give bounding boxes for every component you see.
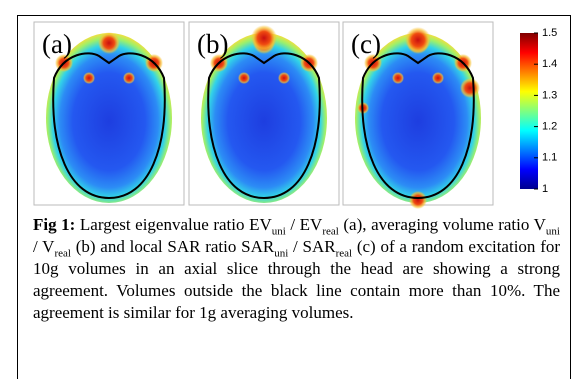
colorbar-tick-label: 1 (542, 183, 548, 195)
caption-text: / SAR (288, 237, 335, 256)
caption: Fig 1: Largest eigenvalue ratio EVuni / … (33, 214, 560, 324)
colorbar-tick-label: 1.1 (542, 152, 557, 164)
caption-text: / EV (286, 215, 323, 234)
caption-subscript: uni (274, 247, 288, 259)
colorbar-tick-label: 1.5 (542, 27, 557, 39)
hotspot (432, 72, 444, 84)
caption-subscript: uni (272, 225, 286, 237)
hotspot (98, 32, 120, 54)
colorbar-tick-label: 1.3 (542, 89, 557, 101)
hotspot (83, 72, 95, 84)
hotspot (278, 72, 290, 84)
hotspot (238, 72, 250, 84)
caption-subscript: real (336, 247, 352, 259)
hotspot (251, 25, 277, 51)
caption-text: (b) and local SAR ratio SAR (71, 237, 274, 256)
hotspot (123, 72, 135, 84)
hotspot (405, 27, 431, 53)
hotspot (460, 78, 480, 98)
panel-label: (c) (351, 29, 381, 59)
page: (a) (b) (c) 1.5 1.4 1.3 1.2 1.1 1 Fig 1: Larges… (0, 0, 584, 379)
caption-subscript: uni (546, 225, 560, 237)
figure-images: (a) (b) (c) 1.5 1.4 1.3 1.2 1.1 1 (0, 0, 584, 212)
caption-subscript: real (322, 225, 338, 237)
caption-text: / V (33, 237, 54, 256)
panel-label: (b) (197, 29, 228, 59)
caption-subscript: real (54, 247, 70, 259)
panel-label: (a) (42, 29, 72, 59)
colorbar-tick-label: 1.4 (542, 58, 557, 70)
colorbar-tick-label: 1.2 (542, 121, 557, 133)
hotspot (392, 72, 404, 84)
hotspot (409, 191, 427, 209)
caption-text: (a), averaging volume ratio V (339, 215, 546, 234)
colorbar (520, 33, 538, 189)
caption-label: Fig 1: (33, 215, 75, 234)
caption-text: Largest eigenvalue ratio EV (75, 215, 271, 234)
